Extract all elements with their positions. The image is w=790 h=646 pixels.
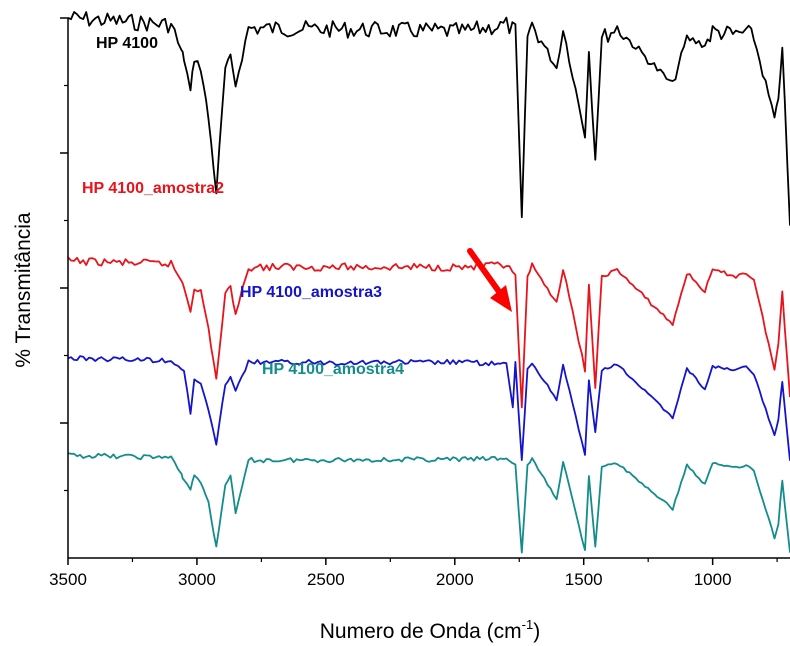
y-axis-title: % Transmitância [12, 212, 35, 368]
series-line-2 [67, 256, 790, 409]
x-ticks: 3500 3000 2500 2000 1500 1000 [49, 558, 778, 589]
x-tick-label: 2000 [436, 570, 474, 589]
axes: 3500 3000 2500 2000 1500 1000 [49, 17, 790, 589]
x-tick-label: 2500 [307, 570, 345, 589]
series-label-amostra3: HP 4100_amostra3 [240, 284, 382, 301]
x-tick-label: 1000 [694, 570, 732, 589]
series-label-amostra2: HP 4100_amostra2 [82, 180, 224, 197]
series-line-1 [67, 11, 790, 226]
x-axis-title: Numero de Onda (cm-1) [320, 617, 540, 643]
series-line-3 [67, 355, 790, 461]
series-labels: HP 4100 HP 4100_amostra2 HP 4100_amostra… [82, 35, 404, 378]
series-line-4 [67, 452, 790, 554]
x-tick-label: 3000 [178, 570, 216, 589]
series-lines [67, 11, 790, 554]
y-ticks [60, 17, 68, 492]
series-label-hp4100: HP 4100 [96, 35, 158, 52]
x-tick-label: 1500 [565, 570, 603, 589]
x-tick-label: 3500 [49, 570, 87, 589]
arrow-shaft [467, 248, 503, 296]
arrow-head [490, 285, 512, 312]
series-label-amostra4: HP 4100_amostra4 [262, 361, 404, 378]
annotation-arrow [467, 248, 512, 312]
